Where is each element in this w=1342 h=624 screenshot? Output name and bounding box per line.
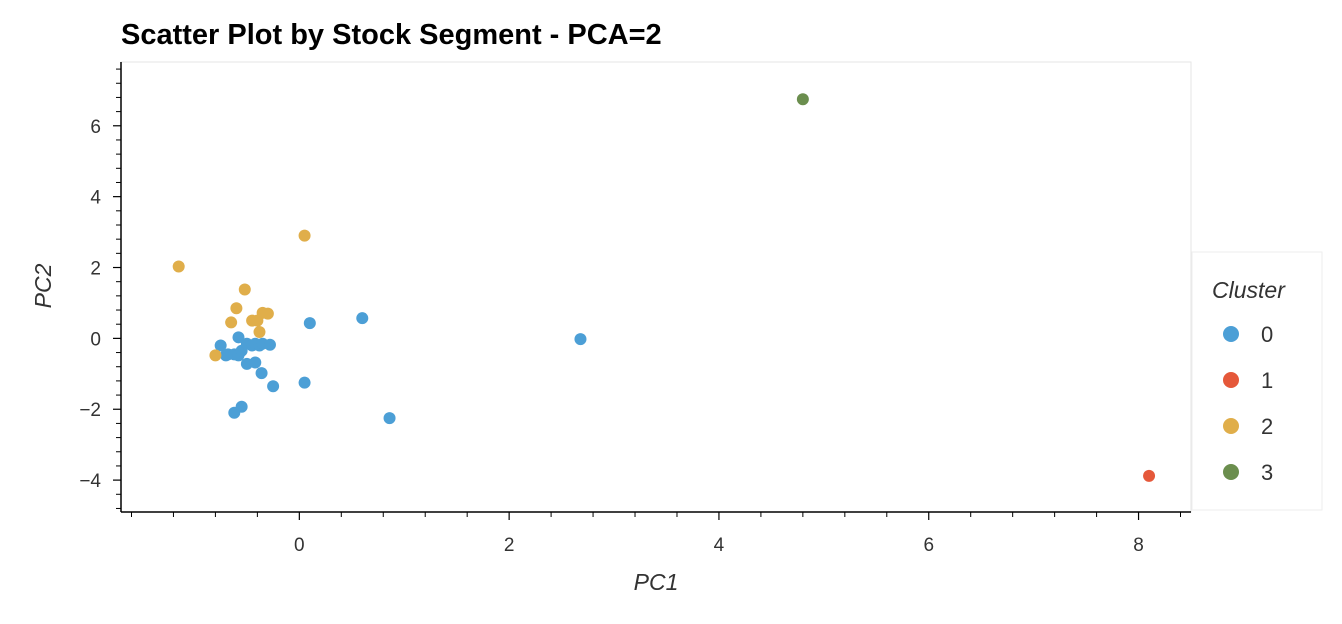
data-point-cluster-2 (253, 326, 266, 338)
data-point-cluster-2 (238, 283, 251, 296)
data-point-cluster-2 (261, 307, 274, 320)
data-point-cluster-1 (1143, 469, 1156, 482)
y-tick-label: −4 (79, 471, 101, 492)
chart-title: Scatter Plot by Stock Segment - PCA=2 (121, 19, 662, 51)
legend-title: Cluster (1212, 277, 1286, 303)
x-tick-label: 0 (294, 535, 305, 556)
legend-marker-3 (1223, 464, 1239, 480)
x-axis: 0 2 4 6 8 (121, 511, 1191, 556)
data-point-cluster-2 (209, 349, 222, 362)
data-point-cluster-0 (356, 312, 369, 325)
data-point-cluster-0 (574, 333, 587, 346)
data-point-cluster-0 (267, 380, 280, 393)
x-tick-label: 6 (923, 535, 934, 556)
x-tick-label: 2 (504, 535, 515, 556)
legend-marker-1 (1223, 372, 1239, 388)
legend-label-0: 0 (1261, 322, 1273, 347)
legend-label-2: 2 (1261, 414, 1273, 439)
data-point-cluster-0 (298, 376, 311, 389)
x-axis-label: PC1 (634, 569, 679, 595)
data-point-cluster-2 (225, 316, 238, 329)
data-point-cluster-0 (303, 317, 316, 330)
legend: Cluster 0 1 2 3 (1191, 251, 1323, 511)
data-points (172, 93, 1156, 482)
data-point-cluster-0 (263, 338, 276, 351)
y-tick-label: 0 (90, 329, 101, 350)
data-point-cluster-0 (249, 356, 262, 369)
data-point-cluster-2 (172, 260, 185, 273)
x-tick-label: 8 (1133, 535, 1144, 556)
legend-marker-2 (1223, 418, 1239, 434)
legend-label-1: 1 (1261, 368, 1273, 393)
y-tick-label: 4 (90, 188, 101, 209)
data-point-cluster-2 (298, 229, 311, 242)
legend-label-3: 3 (1261, 460, 1273, 485)
data-point-cluster-0 (214, 339, 227, 352)
x-tick-label: 4 (714, 535, 725, 556)
y-axis: −4 −2 0 2 4 6 (79, 62, 122, 512)
data-point-cluster-2 (230, 302, 243, 315)
data-point-cluster-3 (796, 93, 809, 106)
y-axis-label: PC2 (30, 263, 56, 308)
y-tick-label: 2 (90, 259, 101, 280)
y-tick-label: −2 (79, 400, 101, 421)
plot-frame (120, 61, 1192, 513)
legend-box (1191, 251, 1323, 511)
legend-marker-0 (1223, 326, 1239, 342)
data-point-cluster-0 (235, 400, 248, 413)
data-point-cluster-0 (255, 367, 268, 380)
data-point-cluster-0 (232, 331, 245, 344)
data-point-cluster-0 (383, 412, 396, 425)
y-tick-label: 6 (90, 117, 101, 138)
